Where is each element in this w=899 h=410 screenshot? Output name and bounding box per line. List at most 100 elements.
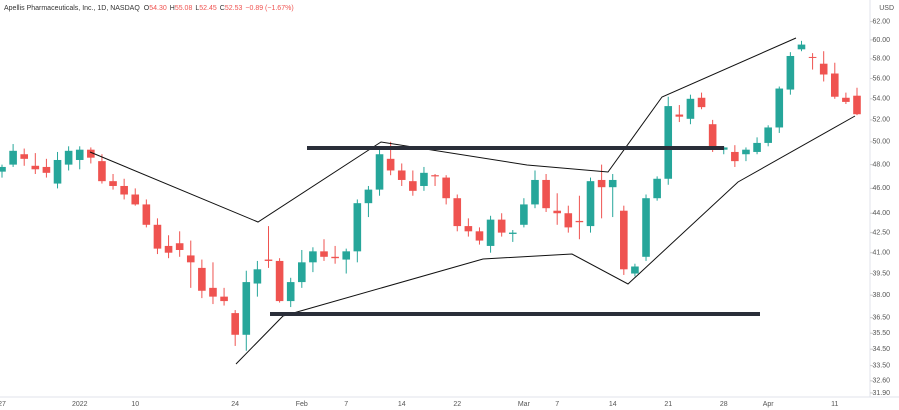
candle-body <box>397 170 406 180</box>
ohlc-key: O <box>144 5 150 12</box>
candle-body <box>375 154 384 190</box>
y-tick-label: 31.90 <box>872 390 890 397</box>
y-tick-label: 46.00 <box>872 185 890 192</box>
y-tick-label: 32.60 <box>872 378 890 385</box>
ohlc-key: C <box>220 5 225 12</box>
x-tick-label: Feb <box>296 401 308 408</box>
ohlc-value: 55.08 <box>175 5 193 12</box>
candle-body <box>497 219 506 233</box>
candle-body <box>542 179 550 209</box>
x-tick-label: 10 <box>131 401 139 408</box>
candle-body <box>608 179 617 188</box>
candle-body <box>531 179 539 205</box>
candle-body <box>830 73 839 97</box>
candle-body <box>764 127 772 143</box>
candle-body <box>808 56 817 58</box>
candle-body <box>298 262 306 283</box>
ohlc-value: 52.53 <box>225 5 243 12</box>
y-tick-label: 48.00 <box>872 161 890 168</box>
y-tick-label: 39.50 <box>872 270 890 277</box>
y-tick-label: 35.50 <box>872 330 890 337</box>
x-tick-label: 7 <box>344 401 348 408</box>
legend-header: Apellis Pharmaceuticals, Inc., 1D, NASDA… <box>4 5 294 12</box>
ohlc-value: 54.30 <box>149 5 167 12</box>
y-tick-label: 54.00 <box>872 96 890 103</box>
candle-body <box>819 63 828 75</box>
x-tick-label: 21 <box>664 401 672 408</box>
candle-body <box>597 179 606 188</box>
x-tick-label: 14 <box>398 401 406 408</box>
x-tick-label: 24 <box>231 401 239 408</box>
candle-body <box>186 255 195 263</box>
candle-body <box>286 282 295 302</box>
candle-body <box>20 154 29 159</box>
drawings <box>89 37 856 365</box>
y-tick-label: 34.50 <box>872 346 890 353</box>
y-tick-label: 33.50 <box>872 362 890 369</box>
candle-body <box>664 106 673 179</box>
candle-body <box>842 97 850 102</box>
candle-body <box>442 177 450 199</box>
x-tick-label: 11 <box>831 401 838 408</box>
candle-body <box>131 194 140 205</box>
currency: USD <box>879 5 894 12</box>
y-tick-label: 62.00 <box>872 18 890 25</box>
candle-body <box>364 189 373 204</box>
x-tick-label: 14 <box>609 401 617 408</box>
candle-body <box>31 165 40 170</box>
candle-body <box>231 313 239 335</box>
candle-body <box>309 251 317 263</box>
ohlc-key: H <box>170 5 175 12</box>
candle-body <box>209 287 217 297</box>
candle-body <box>797 44 806 50</box>
candle-body <box>642 198 650 257</box>
candle-body <box>386 158 395 171</box>
candle-body <box>853 95 861 115</box>
y-tick-label: 50.00 <box>872 139 890 146</box>
candle-body <box>275 260 284 302</box>
y-tick-label: 42.50 <box>872 229 890 236</box>
ohlc-key: L <box>195 5 199 12</box>
candle-body <box>653 178 661 199</box>
candle-body <box>553 210 561 214</box>
candle-body <box>753 142 761 152</box>
y-tick-label: 36.50 <box>872 315 890 322</box>
x-tick-label: 22 <box>453 401 461 408</box>
candle-body <box>697 97 706 108</box>
candle-body <box>320 251 328 257</box>
y-tick-label: 60.00 <box>872 37 890 44</box>
x-tick-label: Apr <box>763 401 775 408</box>
candle-body <box>475 231 484 241</box>
y-tick-label: 44.00 <box>872 210 890 217</box>
candle-body <box>242 282 251 335</box>
candle-body <box>620 210 628 270</box>
y-tick-label: 52.00 <box>872 117 890 124</box>
candle-body <box>420 172 428 186</box>
candle-body <box>198 267 206 291</box>
x-tick-label: 2022 <box>72 401 88 408</box>
candle-body <box>253 269 262 284</box>
candle-body <box>98 161 106 182</box>
candle-body <box>9 150 17 165</box>
candle-body <box>564 213 573 228</box>
candle-body <box>153 224 162 249</box>
candle-body <box>586 181 595 227</box>
y-tick-label: 41.00 <box>872 250 890 257</box>
ohlc-value: 52.45 <box>199 5 217 12</box>
candle-body <box>175 243 184 250</box>
candle-body <box>508 232 517 234</box>
candle-body <box>409 181 417 191</box>
candle-body <box>353 203 362 252</box>
candle-body <box>142 204 151 225</box>
candle-body <box>109 181 117 186</box>
candle-body <box>264 259 273 261</box>
change: −0.89 (−1.67%) <box>245 5 293 12</box>
candle-body <box>220 296 228 302</box>
candle-body <box>520 204 528 225</box>
candle-body <box>75 149 84 160</box>
candle-body <box>464 226 473 232</box>
y-tick-label: 58.00 <box>872 56 890 63</box>
candle-body <box>0 166 6 172</box>
candle-body <box>431 175 439 177</box>
x-tick-label: 28 <box>720 401 728 408</box>
